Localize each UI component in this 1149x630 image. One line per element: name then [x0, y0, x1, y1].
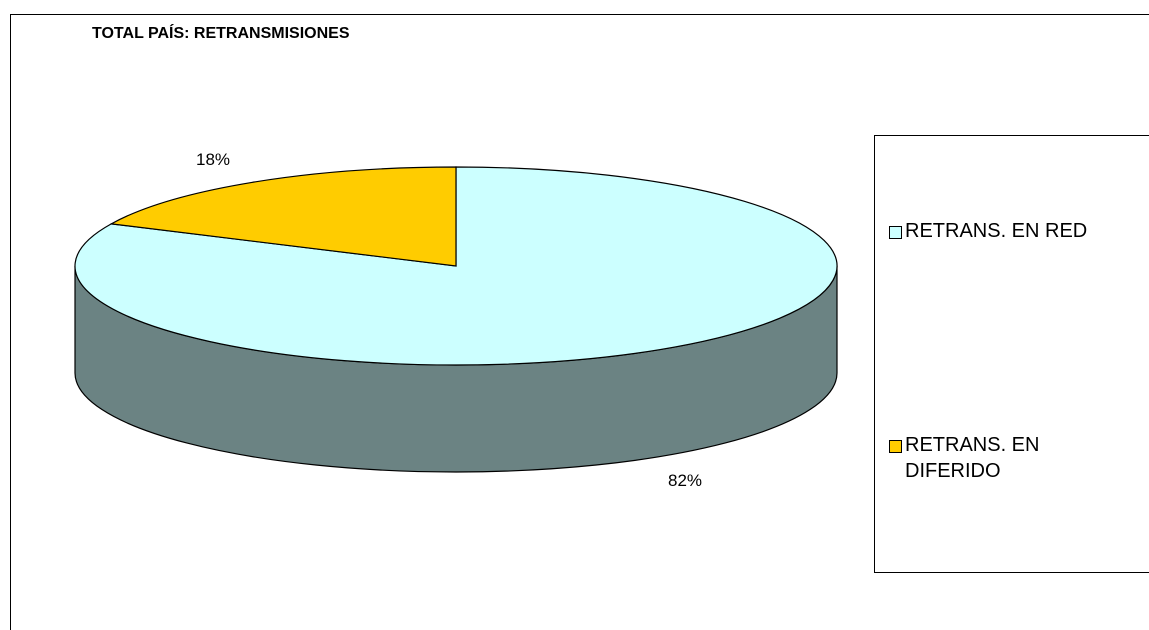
legend-label-red: RETRANS. EN RED: [905, 220, 1088, 242]
pie-slice-diferido: [109, 166, 457, 267]
chart-frame: [10, 14, 1149, 630]
legend-swatch-red: [889, 226, 902, 239]
legend-item-diferido: RETRANS. EN DIFERIDO: [889, 432, 1075, 484]
data-label-red: 82%: [668, 471, 702, 490]
data-label-diferido: 18%: [196, 150, 230, 169]
legend: RETRANS. EN RED RETRANS. EN DIFERIDO: [874, 135, 1149, 573]
legend-swatch-diferido: [889, 440, 902, 453]
chart-title: TOTAL PAÍS: RETRANSMISIONES: [92, 25, 350, 42]
legend-label-diferido: RETRANS. EN DIFERIDO: [905, 434, 1040, 482]
legend-item-red: RETRANS. EN RED: [889, 218, 1149, 244]
